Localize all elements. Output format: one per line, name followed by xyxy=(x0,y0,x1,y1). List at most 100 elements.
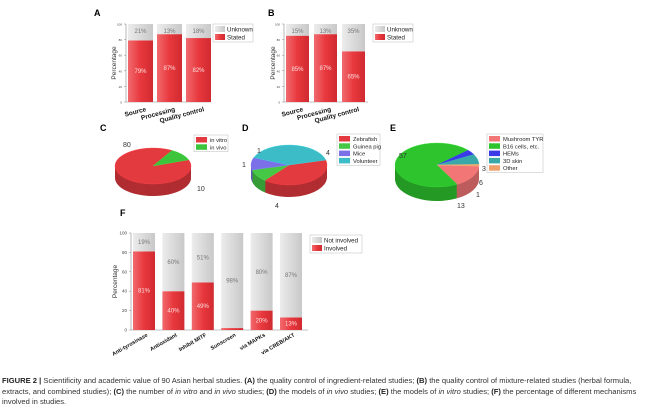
bar-unknown xyxy=(342,24,365,52)
legend-label: Mice xyxy=(353,152,365,158)
category-label: Inhibit MITF xyxy=(178,332,208,353)
legend-swatch xyxy=(489,165,500,171)
y-tick-label: 100 xyxy=(275,23,280,27)
bar-unknown xyxy=(314,24,337,35)
legend-label: Not involved xyxy=(324,238,359,245)
legend-label: Involved xyxy=(324,246,348,253)
category-label: Sunscreen xyxy=(210,332,238,352)
y-tick-label: 40 xyxy=(277,69,281,73)
caption-text: the models of xyxy=(276,386,327,396)
caption-panel-ref: (F) xyxy=(491,386,501,396)
y-tick-label: 60 xyxy=(122,269,128,274)
legend-swatch xyxy=(375,26,385,32)
legend-swatch xyxy=(312,245,322,251)
bar-involved xyxy=(133,251,155,330)
data-label: 51% xyxy=(197,256,210,262)
slice-value-label: 10 xyxy=(197,186,205,193)
legend-label: 3D skin xyxy=(503,159,522,165)
caption-text: the percentage of different mechanisms i… xyxy=(2,386,637,407)
caption-text: studies; xyxy=(348,386,379,396)
legend-swatch xyxy=(489,157,500,164)
data-label: 87% xyxy=(285,273,298,279)
y-tick-label: 100 xyxy=(119,231,127,236)
pie-slice-b16-cells-etc- xyxy=(394,142,469,188)
data-label: 21% xyxy=(134,29,147,35)
data-label: 65% xyxy=(347,75,360,81)
slice-value-label: 1 xyxy=(242,162,246,169)
y-tick-label: 20 xyxy=(122,308,128,313)
legend-label: Guinea pig xyxy=(353,144,381,150)
y-tick-label: 100 xyxy=(117,23,122,27)
y-tick-label: 40 xyxy=(122,289,128,294)
legend-label: Volunteer xyxy=(353,159,378,165)
caption-text: the quality control of mixture-related s… xyxy=(2,376,632,396)
legend-label: Zebrafish xyxy=(353,137,377,143)
legend-label: B16 cells, etc. xyxy=(503,144,539,150)
caption-panel-ref: (C) xyxy=(113,386,124,396)
slice-value-label: 13 xyxy=(457,203,465,210)
y-tick-label: 20 xyxy=(119,85,123,89)
slice-value-label: 4 xyxy=(275,203,279,210)
data-label: 85% xyxy=(291,67,304,73)
data-label: 81% xyxy=(138,289,151,295)
caption-panel-ref: (D) xyxy=(266,386,277,396)
data-label: 98% xyxy=(226,279,239,285)
slice-value-label: 4 xyxy=(326,150,330,157)
legend-label: in vitro xyxy=(210,138,227,144)
pie-slice-other xyxy=(436,164,480,167)
caption-italic: in vitro xyxy=(438,386,461,396)
bar-involved xyxy=(280,317,302,330)
y-tick-label: 60 xyxy=(277,54,281,58)
pie-slice-volunteer xyxy=(253,144,327,166)
data-label: 82% xyxy=(192,68,205,74)
data-label: 79% xyxy=(134,69,147,75)
y-tick-label: 60 xyxy=(119,54,123,58)
legend-label: Stated xyxy=(387,35,405,42)
y-axis-label: Percentage xyxy=(270,46,277,80)
legend-swatch xyxy=(489,143,500,149)
legend-swatch xyxy=(196,144,207,150)
pie-slice-in-vivo xyxy=(152,150,190,167)
caption-text: the quality control of ingredient-relate… xyxy=(254,376,417,385)
bar-unknown xyxy=(286,24,309,36)
y-tick-label: 0 xyxy=(278,101,280,105)
bar-not-involved xyxy=(133,233,155,252)
data-label: 18% xyxy=(192,29,205,35)
y-tick-label: 80 xyxy=(122,250,128,255)
legend-swatch xyxy=(339,136,350,142)
bar-involved xyxy=(250,310,273,330)
caption-text: the number of xyxy=(123,386,176,396)
y-tick-label: 80 xyxy=(119,38,123,42)
slice-value-label: 6 xyxy=(479,180,483,187)
legend-swatch xyxy=(489,150,500,157)
bar-stated xyxy=(342,51,365,102)
bar-not-involved xyxy=(221,233,244,329)
y-tick-label: 20 xyxy=(277,85,281,89)
legend-swatch xyxy=(375,34,385,40)
bar-not-involved xyxy=(250,233,273,311)
caption-text: studies; xyxy=(235,386,267,396)
bar-not-involved xyxy=(191,233,214,283)
bar-chart-F: 0 20 40 60 80 100 Percentage 81% 19% Anti-tyrosin… xyxy=(111,231,363,358)
y-tick-label: 0 xyxy=(120,101,122,105)
bar-involved xyxy=(162,291,185,330)
legend-swatch xyxy=(489,136,500,142)
caption-italic: in vitro xyxy=(175,386,198,396)
bar-stated xyxy=(157,34,182,102)
category-label: Anti-tyrosinase xyxy=(111,333,149,358)
data-label: 35% xyxy=(347,29,360,35)
slice-value-label: 1 xyxy=(257,148,261,155)
caption-text: Scientificity and academic value of 90 A… xyxy=(41,376,245,385)
bar-stated xyxy=(286,35,309,103)
bar-stated xyxy=(186,38,211,102)
slice-value-label: 80 xyxy=(123,142,131,149)
data-label: 60% xyxy=(167,260,180,266)
slice-value-label: 57 xyxy=(399,153,407,160)
bar-stated xyxy=(128,40,153,102)
data-label: 20% xyxy=(256,318,269,324)
data-label: 19% xyxy=(138,240,151,246)
legend-label: Stated xyxy=(227,35,245,42)
